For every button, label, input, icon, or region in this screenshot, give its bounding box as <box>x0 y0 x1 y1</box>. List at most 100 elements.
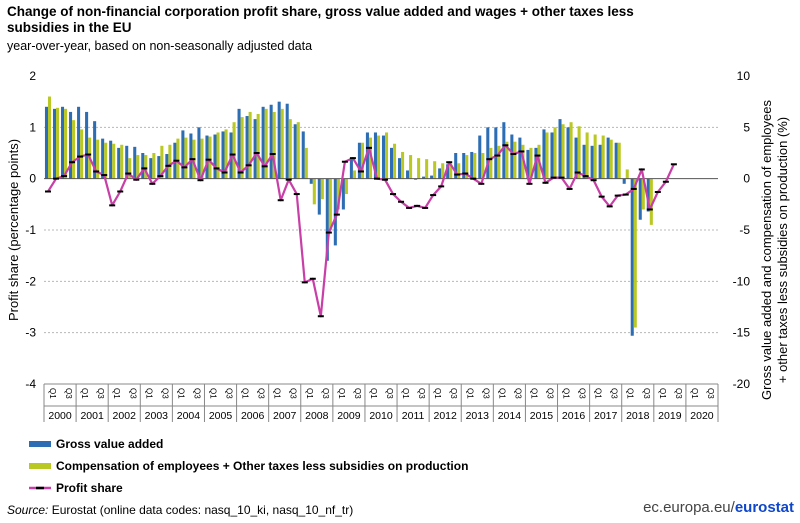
bar-comp <box>473 153 477 179</box>
x-tick-quarter: Q1 <box>529 388 538 399</box>
bar-comp <box>497 145 501 179</box>
legend-item-gva: Gross value added <box>29 437 163 451</box>
bar-comp <box>208 136 212 179</box>
bar-comp <box>393 143 397 179</box>
bar-comp <box>216 132 220 179</box>
bar-gva <box>197 127 201 179</box>
bar-gva <box>333 178 337 246</box>
x-tick-quarter: Q1 <box>273 388 282 399</box>
bar-gva <box>125 145 129 179</box>
legend-item-profit: Profit share <box>29 481 123 495</box>
bar-gva <box>93 121 97 179</box>
bar-comp <box>577 126 581 179</box>
x-tick-year: 2013 <box>466 410 490 422</box>
bar-comp <box>593 134 597 179</box>
y-tick-left: 0 <box>29 172 36 186</box>
bar-comp <box>184 137 188 179</box>
bar-gva <box>406 170 410 179</box>
bar-gva <box>269 104 273 179</box>
y-tick-left: -1 <box>25 223 36 237</box>
bar-gva <box>646 178 650 212</box>
bar-gva <box>373 132 377 179</box>
x-tick-quarter: Q3 <box>578 388 587 399</box>
x-tick-year: 2016 <box>562 410 586 422</box>
bar-gva <box>293 124 297 179</box>
bar-comp <box>256 113 260 179</box>
bar-comp <box>352 170 356 179</box>
bar-comp <box>529 147 533 179</box>
bar-comp <box>385 132 389 179</box>
bar-comp <box>304 147 308 179</box>
x-tick-quarter: Q1 <box>433 388 442 399</box>
bar-comp <box>328 178 332 230</box>
x-tick-quarter: Q1 <box>176 388 185 399</box>
bar-gva <box>205 135 209 179</box>
x-tick-year: 2009 <box>337 410 361 422</box>
x-tick-quarter: Q3 <box>160 388 169 399</box>
bar-gva <box>574 137 578 179</box>
y-axis-title-left: Profit share (percentage points) <box>6 139 21 321</box>
x-tick-quarter: Q1 <box>465 388 474 399</box>
bar-comp <box>409 155 413 179</box>
legend-swatch-gva <box>29 441 51 447</box>
x-tick-quarter: Q3 <box>417 388 426 399</box>
bar-gva <box>598 144 602 179</box>
bar-comp <box>136 155 140 179</box>
brand-domain: ec.europa.eu/ <box>643 499 735 516</box>
bar-comp <box>224 129 228 179</box>
x-tick-quarter: Q3 <box>128 388 137 399</box>
bar-comp <box>617 142 621 179</box>
x-tick-year: 2011 <box>402 410 425 422</box>
x-tick-quarter: Q3 <box>449 388 458 399</box>
bar-comp <box>160 145 164 179</box>
bar-comp <box>120 144 124 179</box>
bar-gva <box>398 158 402 179</box>
bar-comp <box>649 178 653 225</box>
x-tick-year: 2012 <box>434 410 458 422</box>
bar-comp <box>585 132 589 179</box>
x-tick-year: 2005 <box>209 410 233 422</box>
bar-gva <box>325 178 329 261</box>
x-tick-year: 2019 <box>658 410 682 422</box>
bar-gva <box>542 129 546 179</box>
x-tick-year: 2010 <box>369 410 393 422</box>
bar-gva <box>638 178 642 220</box>
bar-gva <box>558 119 562 179</box>
bar-comp <box>344 178 348 195</box>
bar-comp <box>401 151 405 179</box>
x-tick-quarter: Q3 <box>674 388 683 399</box>
bar-gva <box>357 142 361 179</box>
bar-gva <box>518 137 522 179</box>
x-tick-quarter: Q1 <box>144 388 153 399</box>
bar-gva <box>630 178 634 336</box>
x-tick-year: 2006 <box>241 410 265 422</box>
bar-comp <box>96 139 100 179</box>
eurostat-logo[interactable]: ec.europa.eu/eurostat <box>643 499 794 516</box>
chart-title: Change of non-financial corporation prof… <box>7 4 634 35</box>
x-tick-quarter: Q1 <box>208 388 217 399</box>
x-tick-year: 2001 <box>80 410 104 422</box>
bar-comp <box>200 138 204 179</box>
bar-gva <box>389 147 394 179</box>
x-tick-quarter: Q3 <box>481 388 490 399</box>
bar-comp <box>272 111 276 179</box>
bar-gva <box>494 127 498 179</box>
bar-comp <box>545 132 549 179</box>
x-tick-year: 2004 <box>177 410 201 422</box>
bar-comp <box>457 163 461 179</box>
y-tick-right: -20 <box>733 377 751 391</box>
x-tick-quarter: Q1 <box>658 388 667 399</box>
bar-gva <box>301 131 305 179</box>
bar-comp <box>280 108 284 179</box>
bar-comp <box>368 137 373 179</box>
bar-gva <box>277 101 281 179</box>
bar-comp <box>176 138 180 179</box>
x-tick-quarter: Q1 <box>80 388 89 399</box>
x-tick-quarter: Q1 <box>337 388 346 399</box>
bar-comp <box>64 108 68 179</box>
bar-gva <box>213 134 217 179</box>
bar-gva <box>550 132 554 179</box>
bar-gva <box>341 178 345 210</box>
x-tick-quarter: Q1 <box>497 388 506 399</box>
